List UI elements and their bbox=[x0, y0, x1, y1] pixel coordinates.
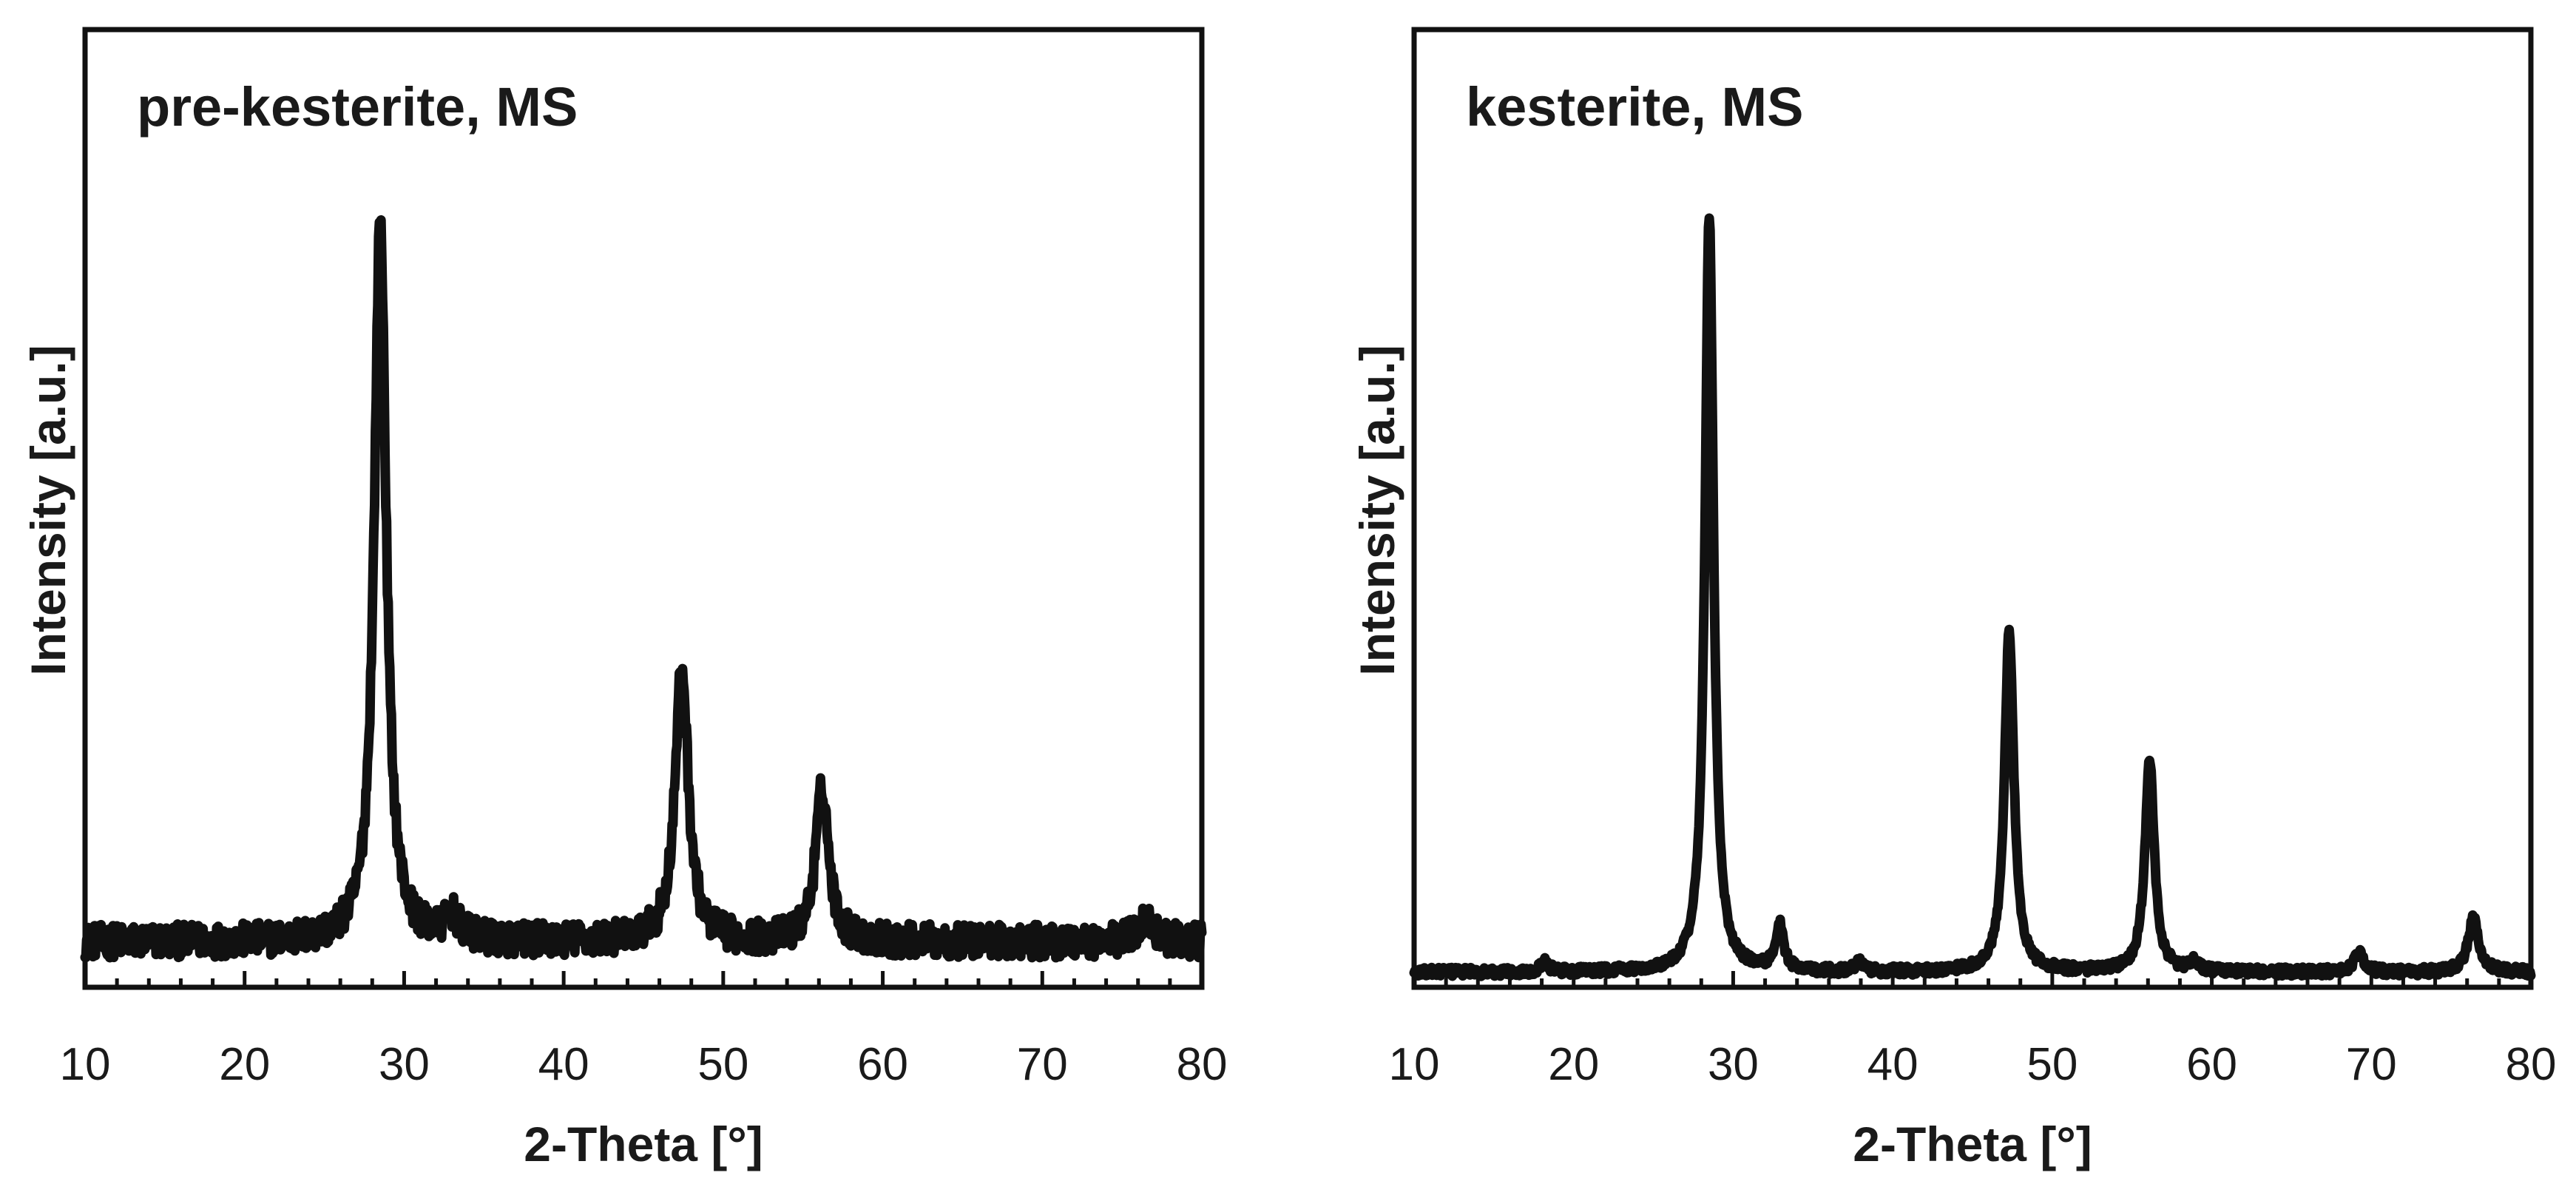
chart-panel-kesterite: kesterite, MS Intensity [a.u.] 2-Theta [… bbox=[1350, 27, 2557, 1171]
y-axis-label: Intensity [a.u.] bbox=[21, 345, 75, 675]
x-tick-label: 60 bbox=[857, 1039, 908, 1090]
x-tick-label: 50 bbox=[697, 1039, 748, 1090]
chart-panel-pre-kesterite: pre-kesterite, MS Intensity [a.u.] 2-The… bbox=[21, 27, 1228, 1171]
x-tick-label: 80 bbox=[2506, 1039, 2557, 1090]
plot-frame bbox=[1411, 27, 2534, 990]
x-tick-label: 20 bbox=[1548, 1039, 1599, 1090]
x-tick-label: 10 bbox=[1389, 1039, 1440, 1090]
x-tick-label: 30 bbox=[379, 1039, 430, 1090]
x-tick-label: 20 bbox=[219, 1039, 270, 1090]
x-tick-label: 60 bbox=[2186, 1039, 2237, 1090]
series-line bbox=[80, 215, 1207, 963]
x-tick-label: 40 bbox=[538, 1039, 589, 1090]
x-tick-label: 80 bbox=[1177, 1039, 1228, 1090]
x-tick-label: 70 bbox=[2346, 1039, 2397, 1090]
x-tick-label: 70 bbox=[1017, 1039, 1068, 1090]
x-axis-label: 2-Theta [°] bbox=[524, 1117, 763, 1171]
x-axis-label: 2-Theta [°] bbox=[1853, 1117, 2092, 1171]
x-tick-label: 30 bbox=[1708, 1039, 1759, 1090]
x-axis-tick-labels: 10 20 30 40 50 60 70 80 bbox=[60, 1039, 1228, 1090]
y-axis-label: Intensity [a.u.] bbox=[1350, 345, 1404, 675]
series-line bbox=[1409, 213, 2536, 981]
x-axis-tick-labels: 10 20 30 40 50 60 70 80 bbox=[1389, 1039, 2557, 1090]
x-tick-label: 40 bbox=[1867, 1039, 1919, 1090]
x-tick-label: 10 bbox=[60, 1039, 111, 1090]
chart-title: kesterite, MS bbox=[1466, 76, 1804, 138]
plot-frame bbox=[82, 27, 1205, 990]
x-axis-ticks bbox=[83, 971, 1204, 987]
x-tick-label: 50 bbox=[2026, 1039, 2078, 1090]
chart-title: pre-kesterite, MS bbox=[137, 76, 578, 138]
